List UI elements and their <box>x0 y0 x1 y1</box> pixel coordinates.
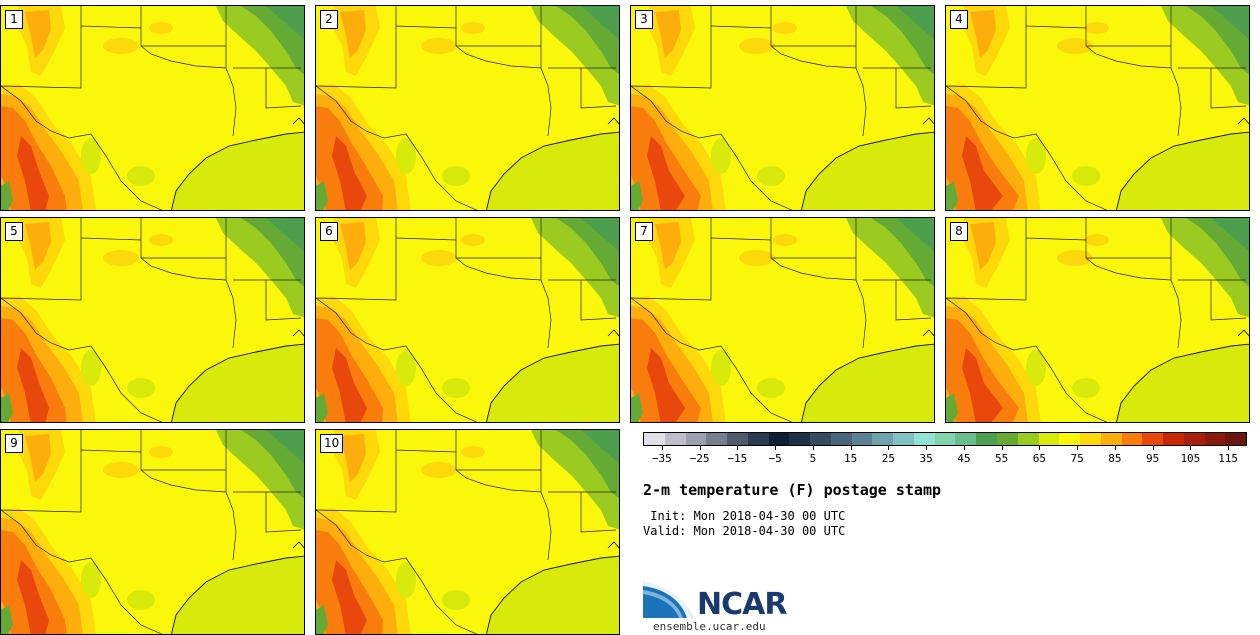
colorbar-tick-label: 95 <box>1146 452 1160 465</box>
colorbar-tick-label: 15 <box>844 452 858 465</box>
colorbar-tick-label: −25 <box>689 452 710 465</box>
colorbar-tick-label: 25 <box>881 452 895 465</box>
colorbar-segment <box>1059 433 1081 445</box>
figure-title: 2-m temperature (F) postage stamp <box>643 481 942 499</box>
colorbar-segment <box>976 433 998 445</box>
colorbar-tick <box>888 446 890 450</box>
colorbar-tick-label: −5 <box>768 452 782 465</box>
colorbar-tick-label: −35 <box>651 452 672 465</box>
colorbar-segment <box>810 433 831 445</box>
colorbar-tick <box>1001 446 1003 450</box>
colorbar-segment <box>997 433 1018 445</box>
colorbar-segment <box>1204 433 1226 445</box>
colorbar-segment <box>664 433 686 445</box>
colorbar-tick <box>737 446 739 450</box>
member-panel-4: 4 <box>945 5 1250 211</box>
colorbar-tick-label: 85 <box>1108 452 1122 465</box>
colorbar-tick <box>699 446 701 450</box>
colorbar-tick-label: 115 <box>1218 452 1239 465</box>
colorbar-segment <box>1142 433 1164 445</box>
member-number-label: 10 <box>320 434 344 453</box>
member-number-label: 7 <box>635 222 653 241</box>
colorbar-segment <box>706 433 728 445</box>
colorbar-segment <box>1225 433 1247 445</box>
colorbar-tick-label: 35 <box>919 452 933 465</box>
colorbar-tick <box>850 446 852 450</box>
member-panel-5: 5 <box>0 217 305 423</box>
colorbar-tick <box>661 446 663 450</box>
member-number-label: 2 <box>320 10 338 29</box>
colorbar-tick <box>1152 446 1154 450</box>
colorbar-segment <box>789 433 811 445</box>
colorbar-tick <box>1190 446 1192 450</box>
colorbar-tick-label: 55 <box>995 452 1009 465</box>
member-map <box>316 218 619 422</box>
member-panel-2: 2 <box>315 5 620 211</box>
colorbar-segment <box>747 433 769 445</box>
temperature-colorbar <box>643 432 1247 446</box>
colorbar-segment <box>1017 433 1039 445</box>
member-panel-9: 9 <box>0 429 305 635</box>
colorbar-segment <box>1038 433 1060 445</box>
colorbar-segment <box>1163 433 1184 445</box>
colorbar-segment <box>1080 433 1101 445</box>
member-number-label: 5 <box>5 222 23 241</box>
colorbar-tick-label: 65 <box>1032 452 1046 465</box>
colorbar-tick <box>775 446 777 450</box>
colorbar-tick-label: 45 <box>957 452 971 465</box>
colorbar-tick <box>963 446 965 450</box>
colorbar-segment <box>644 433 665 445</box>
member-number-label: 8 <box>950 222 968 241</box>
site-url: ensemble.ucar.edu <box>653 620 766 633</box>
member-map <box>316 6 619 210</box>
member-map <box>1 430 304 634</box>
colorbar-tick-label: 105 <box>1180 452 1201 465</box>
colorbar-ticks: −35 −25 −15 −5 5 15 25 35 45 55 65 75 85 95 105 115 <box>643 446 1247 466</box>
colorbar-tick-label: 75 <box>1070 452 1084 465</box>
colorbar-segment <box>685 433 707 445</box>
colorbar-tick <box>926 446 928 450</box>
member-panel-3: 3 <box>630 5 935 211</box>
colorbar-tick <box>1114 446 1116 450</box>
valid-time: Valid: Mon 2018-04-30 00 UTC <box>643 524 846 538</box>
colorbar-segment <box>1183 433 1205 445</box>
colorbar-tick <box>1228 446 1230 450</box>
colorbar-segment <box>955 433 977 445</box>
colorbar-tick-label: −15 <box>727 452 748 465</box>
init-time: Init: Mon 2018-04-30 00 UTC <box>650 509 846 523</box>
colorbar-segment <box>851 433 873 445</box>
colorbar-tick <box>812 446 814 450</box>
colorbar-segment <box>872 433 894 445</box>
member-number-label: 3 <box>635 10 653 29</box>
colorbar-segment <box>893 433 914 445</box>
colorbar-tick <box>1039 446 1041 450</box>
ncar-logo <box>643 581 693 618</box>
colorbar-tick-label: 5 <box>809 452 817 465</box>
member-panel-7: 7 <box>630 217 935 423</box>
colorbar-segment <box>768 433 790 445</box>
member-number-label: 4 <box>950 10 968 29</box>
colorbar-tick <box>1077 446 1079 450</box>
colorbar-segment <box>934 433 956 445</box>
colorbar-segment <box>830 433 852 445</box>
colorbar-segment <box>913 433 935 445</box>
member-panel-10: 10 <box>315 429 620 635</box>
member-panel-1: 1 <box>0 5 305 211</box>
colorbar-segment <box>1100 433 1122 445</box>
member-number-label: 9 <box>5 434 23 453</box>
ncar-logo-text: NCAR <box>697 587 787 622</box>
member-map <box>1 218 304 422</box>
member-panel-6: 6 <box>315 217 620 423</box>
member-map <box>631 218 934 422</box>
colorbar-segment <box>727 433 748 445</box>
member-number-label: 6 <box>320 222 338 241</box>
member-map <box>316 430 619 634</box>
member-map <box>946 6 1249 210</box>
member-number-label: 1 <box>5 10 23 29</box>
member-panel-8: 8 <box>945 217 1250 423</box>
member-map <box>1 6 304 210</box>
colorbar-segment <box>1121 433 1143 445</box>
member-map <box>946 218 1249 422</box>
member-map <box>631 6 934 210</box>
